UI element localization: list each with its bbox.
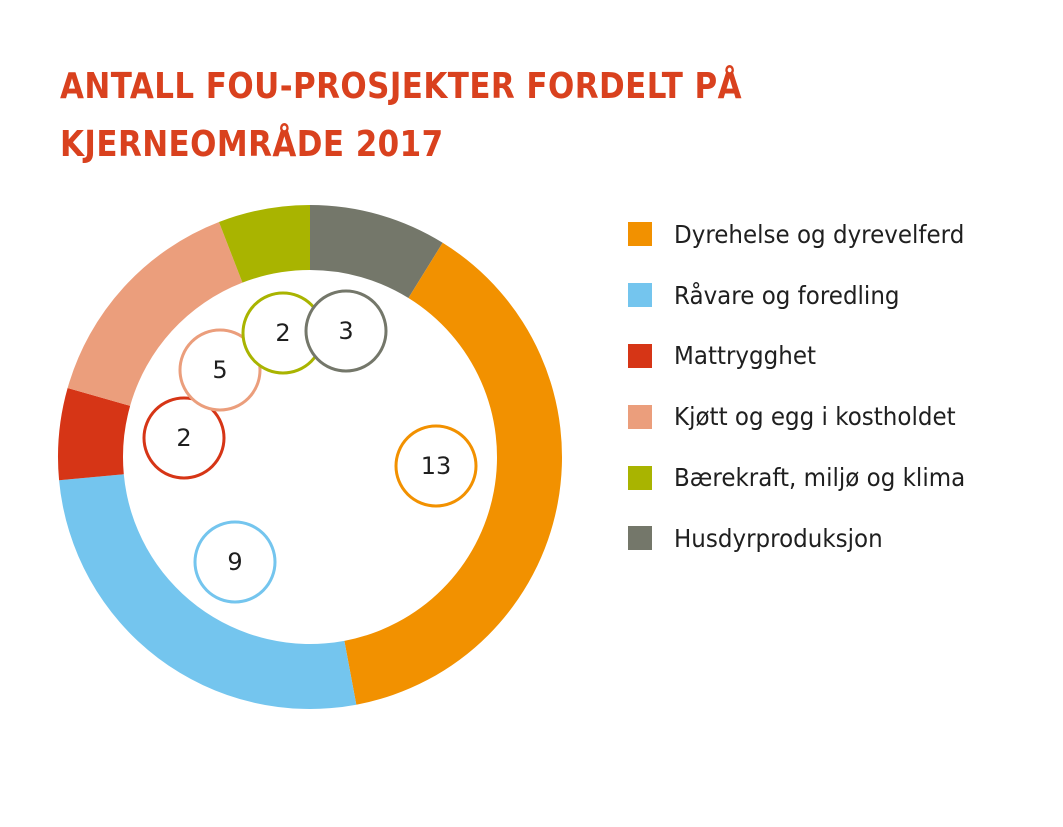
legend-swatch [628,343,652,368]
legend-label: Råvare og foredling [674,280,900,310]
legend-label: Husdyrproduksjon [674,523,883,553]
legend-label: Kjøtt og egg i kostholdet [674,402,956,432]
chart-title: ANTALL FOU-PROSJEKTER FORDELT PÅ KJERNEO… [60,58,743,174]
donut-slice-baerekraft [218,205,310,283]
chart-title-line-2: KJERNEOMRÅDE 2017 [60,124,444,165]
value-label-ravare: 9 [227,548,242,576]
legend-swatch [628,222,652,247]
legend-swatch [628,526,652,551]
value-bubble-dyrehelse [394,424,478,508]
legend-item-mattrygghet: Mattrygghet [628,326,1048,387]
chart-title-line-1: ANTALL FOU-PROSJEKTER FORDELT PÅ [60,66,743,107]
legend-item-husdyrproduksjon: Husdyrproduksjon [628,508,1048,569]
value-bubble-mattrygghet [142,396,226,480]
value-label-dyrehelse: 13 [421,452,452,480]
value-bubble-ravare [193,520,277,604]
value-bubble-husdyrproduksjon [304,289,388,373]
value-label-husdyrproduksjon: 3 [338,317,353,345]
legend-swatch [628,465,652,490]
legend-item-baerekraft: Bærekraft, miljø og klima [628,447,1048,508]
value-label-baerekraft: 2 [275,319,290,347]
legend: Dyrehelse og dyrevelferd Råvare og fored… [628,204,1048,569]
value-bubble-kjott-egg [178,328,262,412]
value-bubbles: 13 9 2 5 2 3 [142,289,478,604]
donut-slice-dyrehelse [344,242,563,705]
legend-item-dyrehelse: Dyrehelse og dyrevelferd [628,204,1048,265]
donut-slice-ravare [59,474,357,709]
legend-label: Dyrehelse og dyrevelferd [674,219,965,249]
legend-item-ravare: Råvare og foredling [628,265,1048,326]
legend-item-kjott-egg: Kjøtt og egg i kostholdet [628,386,1048,447]
legend-swatch [628,404,652,429]
value-label-kjott-egg: 5 [212,356,227,384]
donut-slices [58,205,563,709]
donut-slice-husdyrproduksjon [310,205,443,299]
value-label-mattrygghet: 2 [176,424,191,452]
legend-label: Mattrygghet [674,341,816,371]
legend-swatch [628,283,652,308]
legend-label: Bærekraft, miljø og klima [674,463,966,493]
donut-slice-kjott-egg [67,222,243,406]
donut-slice-mattrygghet [58,388,131,481]
